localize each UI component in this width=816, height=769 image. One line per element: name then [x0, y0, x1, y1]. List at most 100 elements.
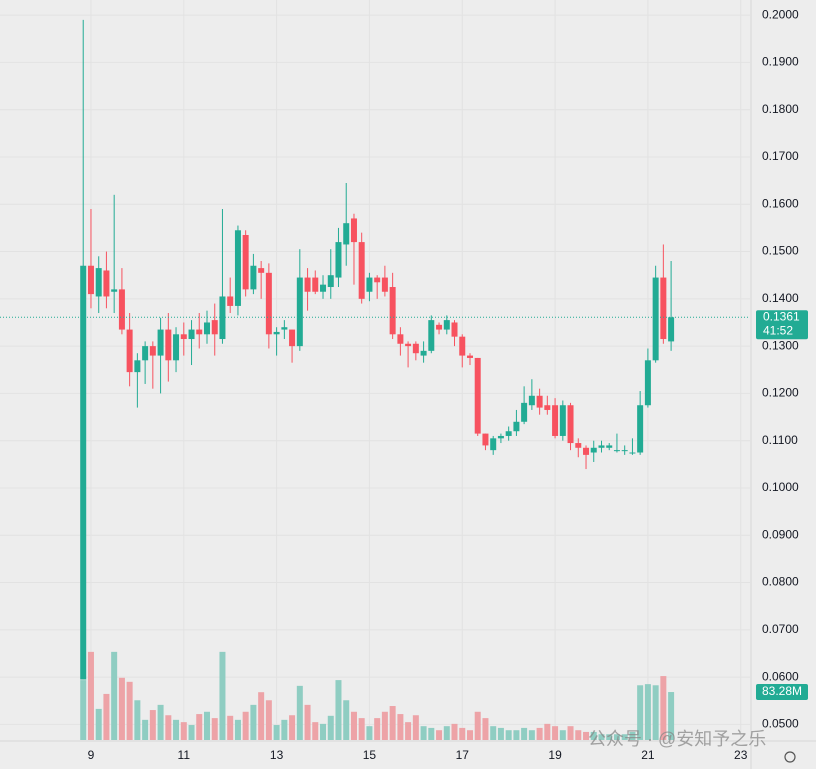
candle-body: [374, 277, 381, 283]
volume-bar: [420, 726, 427, 740]
y-tick-label: 0.1900: [762, 55, 799, 69]
volume-bar: [428, 727, 435, 740]
volume-bar: [304, 704, 311, 740]
candle-body: [281, 327, 288, 330]
candle-body: [467, 355, 474, 358]
y-tick-label: 0.0900: [762, 527, 799, 541]
candle-body: [459, 336, 466, 356]
volume-bar: [559, 730, 566, 740]
candle-body: [350, 218, 357, 243]
volume-bar: [436, 730, 443, 740]
volume-bar: [513, 730, 520, 740]
volume-bar: [567, 726, 574, 740]
volume-bar: [629, 731, 636, 740]
volume-bar: [95, 708, 102, 740]
candle-body: [652, 277, 659, 361]
volume-bar: [482, 718, 489, 740]
volume-bar: [467, 730, 474, 740]
candle-body: [134, 360, 141, 373]
volume-bar: [397, 714, 404, 740]
candle-body: [265, 272, 272, 335]
volume-bar: [219, 651, 226, 740]
volume-bar: [459, 727, 466, 740]
volume-bar: [381, 711, 388, 740]
volume-bar: [281, 719, 288, 740]
grid: [0, 0, 750, 740]
candle-body: [118, 289, 125, 330]
volume-bar: [296, 685, 303, 740]
volume-bar: [505, 730, 512, 740]
candle-body: [320, 284, 327, 292]
candle-body: [142, 346, 149, 361]
y-tick-label: 0.0500: [762, 717, 799, 731]
candle-body: [80, 265, 87, 680]
x-tick-label: 13: [270, 748, 284, 762]
candle-body: [420, 350, 427, 356]
volume-bar: [265, 700, 272, 740]
candle-body: [95, 268, 102, 297]
volume-bar: [389, 706, 396, 740]
last-price-label: 0.1361: [763, 309, 800, 323]
volume-bar: [180, 722, 187, 740]
volume-bar: [544, 723, 551, 740]
candle-body: [358, 242, 365, 299]
volume-bar: [590, 731, 597, 740]
volume-bar: [660, 676, 667, 740]
candle-body: [474, 357, 481, 434]
y-tick-label: 0.1700: [762, 149, 799, 163]
volume-bar: [80, 680, 87, 740]
x-tick-label: 9: [88, 748, 95, 762]
volume-bar: [374, 718, 381, 740]
settings-icon[interactable]: [784, 751, 796, 763]
volume-label-box: [756, 684, 808, 701]
volume-bar: [652, 685, 659, 740]
candle-body: [397, 334, 404, 344]
candle-body: [405, 343, 412, 347]
volume-bar: [575, 730, 582, 740]
candle-body: [428, 320, 435, 351]
candles: [80, 19, 675, 680]
candle-body: [629, 452, 636, 454]
candle-body: [149, 346, 156, 356]
candle-body: [327, 275, 334, 288]
y-tick-label: 0.1400: [762, 291, 799, 305]
volume-bar: [668, 692, 675, 740]
candle-body: [173, 334, 180, 361]
y-tick-label: 0.1300: [762, 338, 799, 352]
candle-body: [273, 331, 280, 335]
volume-bar: [644, 684, 651, 740]
volume-bar: [451, 723, 458, 740]
volume-bar: [320, 723, 327, 740]
candle-body: [180, 334, 187, 340]
volume-bar: [227, 715, 234, 740]
x-tick-label: 11: [178, 748, 191, 762]
candle-body: [304, 277, 311, 292]
candle-body: [188, 329, 195, 340]
volume-bar: [335, 680, 342, 740]
volume-bar: [583, 731, 590, 740]
candle-body: [482, 433, 489, 446]
y-tick-label: 0.1600: [762, 196, 799, 210]
volume-bar: [134, 700, 141, 740]
volume-bar: [412, 715, 419, 740]
volume-bar: [118, 677, 125, 740]
volume-bar: [242, 711, 249, 740]
y-tick-label: 0.0700: [762, 622, 799, 636]
x-tick-label: 17: [456, 748, 470, 762]
last-price-box: [756, 310, 808, 340]
candle-body: [343, 223, 350, 245]
candle-body: [381, 277, 388, 292]
volume-bar: [490, 726, 497, 740]
volume-label: 83.28M: [762, 684, 802, 698]
volume-bar: [606, 734, 613, 740]
candle-body: [165, 329, 172, 361]
candle-body: [528, 395, 535, 406]
volume-bar: [327, 715, 334, 740]
volume-bar: [474, 711, 481, 740]
candle-body: [567, 405, 574, 444]
volume-bar: [343, 700, 350, 740]
candle-body: [644, 360, 651, 406]
candle-body: [637, 405, 644, 453]
candle-body: [536, 395, 543, 408]
